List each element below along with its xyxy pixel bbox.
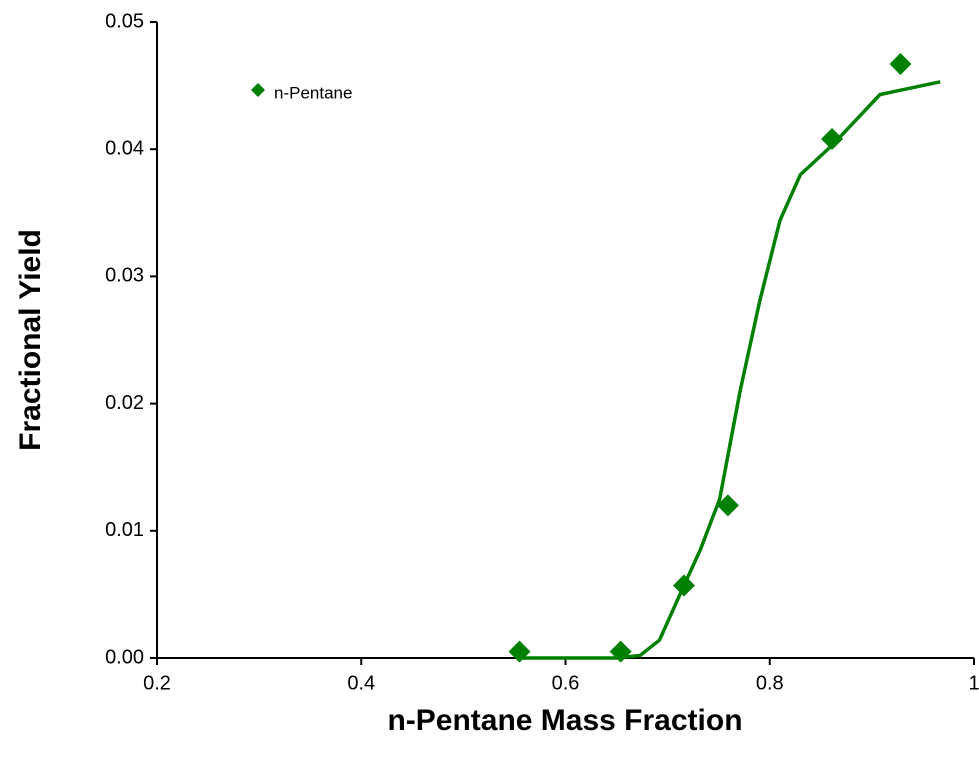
y-tick-label: 0.01 xyxy=(105,519,144,541)
data-point xyxy=(889,52,912,75)
x-tick-label: 0.8 xyxy=(756,672,784,694)
data-point xyxy=(672,574,695,597)
fit-curve xyxy=(519,80,941,660)
y-tick-label: 0.02 xyxy=(105,392,144,414)
data-point xyxy=(716,494,739,517)
data-point xyxy=(609,640,632,663)
y-axis-title: Fractional Yield xyxy=(14,229,47,451)
y-tick-label: 0.05 xyxy=(105,10,144,32)
x-tick-label: 0.2 xyxy=(143,672,171,694)
legend-label: n-Pentane xyxy=(274,83,352,102)
x-tick-label: 0.6 xyxy=(552,672,580,694)
legend-marker xyxy=(251,83,265,97)
y-tick-label: 0.00 xyxy=(105,646,144,668)
data-point xyxy=(821,128,844,151)
y-tick-label: 0.04 xyxy=(105,137,144,159)
x-tick-label: 0.4 xyxy=(347,672,375,694)
y-tick-label: 0.03 xyxy=(105,265,144,287)
data-point xyxy=(508,640,531,663)
x-tick-label: 1 xyxy=(968,672,979,694)
x-axis-title: n-Pentane Mass Fraction xyxy=(387,704,742,737)
